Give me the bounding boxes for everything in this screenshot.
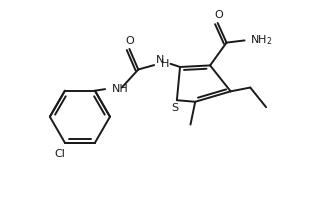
Text: O: O bbox=[126, 36, 135, 46]
Text: NH: NH bbox=[112, 83, 129, 93]
Text: N: N bbox=[156, 55, 164, 65]
Text: H: H bbox=[161, 58, 169, 68]
Text: O: O bbox=[214, 10, 223, 20]
Text: S: S bbox=[171, 102, 178, 112]
Text: NH$_2$: NH$_2$ bbox=[250, 33, 273, 47]
Text: Cl: Cl bbox=[55, 149, 66, 159]
